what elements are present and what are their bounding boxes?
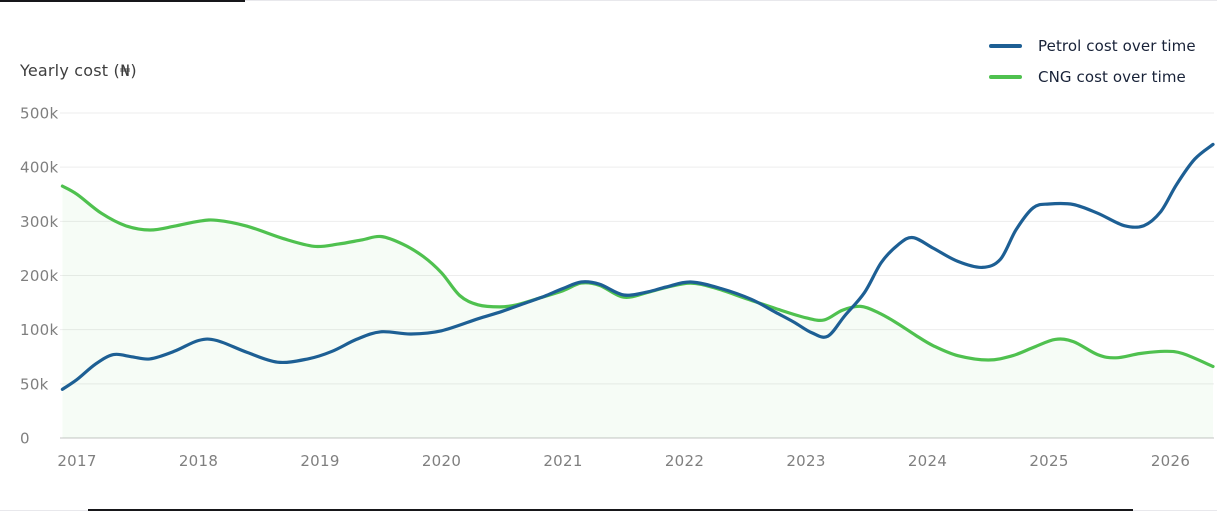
petrol-line-swatch-icon — [989, 44, 1022, 48]
x-tick-label: 2021 — [543, 452, 582, 470]
cng-area-fill — [62, 186, 1213, 438]
y-tick-label: 400k — [20, 159, 59, 177]
legend-label-cng: CNG cost over time — [1038, 68, 1186, 86]
x-tick-label: 2024 — [908, 452, 947, 470]
legend-item-petrol[interactable]: Petrol cost over time — [989, 35, 1196, 57]
x-tick-label: 2018 — [179, 452, 218, 470]
x-tick-label: 2019 — [300, 452, 339, 470]
x-tick-label: 2022 — [665, 452, 704, 470]
x-tick-label: 2020 — [422, 452, 461, 470]
chart-title: Yearly cost (₦) — [20, 61, 137, 80]
y-tick-label: 50k — [20, 375, 49, 393]
window-edge-bottom-dark — [88, 509, 1133, 511]
y-tick-label: 0 — [20, 430, 30, 448]
x-tick-label: 2026 — [1151, 452, 1190, 470]
legend: Petrol cost over time CNG cost over time — [989, 35, 1196, 97]
y-tick-label: 300k — [20, 213, 59, 231]
legend-label-petrol: Petrol cost over time — [1038, 37, 1196, 55]
window-edge-top — [0, 0, 1217, 1]
y-tick-label: 100k — [20, 321, 59, 339]
x-tick-label: 2025 — [1029, 452, 1068, 470]
x-tick-label: 2017 — [57, 452, 96, 470]
x-tick-label: 2023 — [786, 452, 825, 470]
y-tick-label: 200k — [20, 267, 59, 285]
cng-line-swatch-icon — [989, 75, 1022, 79]
petrol-series-line[interactable] — [60, 142, 1215, 391]
window-edge-top-dark — [0, 0, 245, 2]
legend-item-cng[interactable]: CNG cost over time — [989, 66, 1196, 88]
y-tick-label: 500k — [20, 105, 59, 123]
